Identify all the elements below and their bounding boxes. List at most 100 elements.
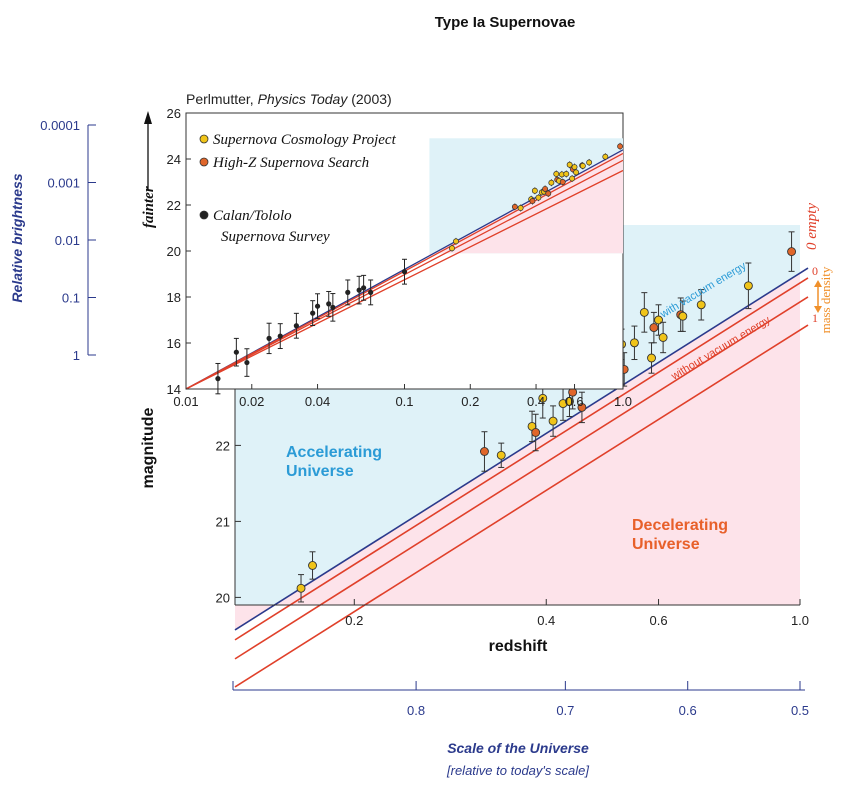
inset-data-point bbox=[531, 187, 538, 194]
inset-calan-point bbox=[361, 285, 367, 291]
inset-y-tick-label: 24 bbox=[167, 152, 181, 167]
inset-data-point bbox=[579, 162, 586, 169]
main-data-point bbox=[480, 447, 489, 456]
model-line-0 bbox=[234, 267, 809, 631]
main-data-point bbox=[565, 396, 574, 406]
inset-x-tick-label: 0.02 bbox=[239, 394, 264, 409]
y-axis-label: magnitude bbox=[140, 407, 157, 488]
inset-data-point bbox=[449, 245, 455, 252]
inset-y-tick-label: 26 bbox=[167, 106, 181, 121]
inset-data-point bbox=[559, 179, 566, 185]
brightness-axis: 0.0001 0.001 0.01 0.1 1 bbox=[40, 118, 96, 363]
main-y-tick-label: 21 bbox=[216, 514, 230, 529]
main-data-point bbox=[548, 416, 558, 426]
inset-data-point bbox=[573, 169, 580, 176]
brightness-tick-label: 0.001 bbox=[47, 176, 80, 191]
inset-data-point bbox=[563, 170, 570, 177]
inset-calan-point bbox=[345, 289, 351, 295]
inset-data-point bbox=[511, 203, 518, 210]
inset-data-point bbox=[548, 179, 555, 186]
inset-calan-point bbox=[368, 289, 374, 295]
legend-marker-calan bbox=[199, 210, 209, 220]
inset-data-point bbox=[571, 164, 578, 170]
inset-y-label: fainter bbox=[141, 186, 157, 228]
inset-x-tick-label: 0.6 bbox=[565, 394, 583, 409]
inset-data-point bbox=[553, 170, 560, 177]
legend-label-highz: High-Z Supernova Search bbox=[212, 155, 369, 171]
inset-title-author: Perlmutter, bbox=[186, 91, 258, 107]
inset-y-tick-label: 14 bbox=[167, 382, 181, 397]
inset-x-tick-label: 0.4 bbox=[527, 394, 545, 409]
inset-data-point bbox=[517, 205, 524, 211]
scale-axis-label: Scale of the Universe bbox=[447, 740, 589, 756]
inset-calan-point bbox=[266, 335, 272, 341]
main-data-point bbox=[629, 338, 639, 348]
inset-calan-point bbox=[293, 323, 299, 329]
scale-tick-label: 0.6 bbox=[679, 703, 697, 718]
density-bottom-label: 1 bbox=[812, 311, 818, 325]
brightness-axis-label: Relative brightness bbox=[9, 173, 25, 302]
density-top-label: 0 bbox=[812, 264, 818, 278]
empty-label: 0 empty bbox=[804, 203, 820, 250]
inset-calan-point bbox=[233, 349, 239, 355]
inset-data-point bbox=[535, 194, 542, 201]
inset-calan-point bbox=[310, 310, 316, 316]
inset-x-tick-label: 0.2 bbox=[461, 394, 479, 409]
model-line-1 bbox=[234, 277, 809, 641]
brightness-tick-label: 1 bbox=[73, 348, 80, 363]
main-y-tick-label: 20 bbox=[216, 590, 230, 605]
inset-y-tick-label: 18 bbox=[167, 290, 181, 305]
main-data-point bbox=[787, 247, 797, 257]
main-data-point bbox=[743, 281, 753, 291]
scale-tick-label: 0.5 bbox=[791, 703, 809, 718]
inset-y-tick-label: 16 bbox=[167, 336, 181, 351]
main-x-tick-label: 0.2 bbox=[345, 613, 363, 628]
legend-label-scp: Supernova Cosmology Project bbox=[213, 132, 397, 148]
main-x-tick-label: 1.0 bbox=[791, 613, 809, 628]
x-axis-label: redshift bbox=[489, 638, 548, 655]
inset-calan-point bbox=[314, 303, 321, 309]
inset-x-tick-label: 0.1 bbox=[395, 394, 413, 409]
inset-calan-point bbox=[244, 359, 250, 366]
inset-title: Perlmutter, Physics Today (2003) bbox=[186, 91, 392, 107]
brightness-tick-label: 0.1 bbox=[62, 291, 80, 306]
inset-calan-point bbox=[277, 333, 283, 339]
inset-plot: 0.01 0.02 0.04 0.1 0.2 0.4 0.6 1.0 14 16 18 20 22 24 2… bbox=[141, 91, 632, 409]
main-y-tick-label: 22 bbox=[216, 438, 230, 453]
inset-title-year: (2003) bbox=[347, 91, 391, 107]
chart-title: Type Ia Supernovae bbox=[435, 14, 576, 31]
legend-label-calan: Calan/Tololo bbox=[213, 208, 292, 224]
main-data-point bbox=[678, 311, 688, 321]
inset-data-point bbox=[529, 198, 536, 205]
legend-marker-scp bbox=[199, 134, 209, 144]
scale-axis-sublabel: [relative to today's scale] bbox=[446, 763, 589, 778]
legend-marker-highz bbox=[199, 157, 209, 167]
inset-data-point bbox=[569, 175, 576, 182]
inset-data-point bbox=[545, 190, 552, 197]
inset-calan-point bbox=[215, 376, 221, 382]
inset-y-tick-label: 20 bbox=[167, 244, 181, 259]
inset-y-tick-label: 22 bbox=[167, 198, 181, 213]
inset-data-point bbox=[566, 161, 573, 168]
mass-density-label: mass density bbox=[818, 266, 833, 333]
main-data-point bbox=[658, 333, 668, 342]
model-line-3 bbox=[234, 324, 809, 688]
accelerating-label-2: Universe bbox=[286, 463, 354, 480]
inset-calan-point bbox=[326, 301, 332, 307]
inset-data-point bbox=[453, 238, 459, 245]
model-line-2 bbox=[234, 296, 809, 660]
inset-calan-point bbox=[401, 269, 408, 275]
inset-data-point bbox=[602, 153, 609, 160]
main-data-point bbox=[696, 300, 706, 310]
scale-tick-label: 0.8 bbox=[407, 703, 425, 718]
inset-calan-point bbox=[356, 287, 362, 293]
main-data-point bbox=[649, 323, 659, 333]
main-data-point bbox=[308, 561, 317, 570]
scale-tick-label: 0.7 bbox=[556, 703, 574, 718]
legend-label-calan-2: Supernova Survey bbox=[221, 229, 330, 245]
scale-axis: 0.8 0.7 0.6 0.5 bbox=[232, 681, 809, 718]
accelerating-label-1: Accelerating bbox=[286, 444, 382, 461]
brightness-tick-label: 0.01 bbox=[55, 233, 80, 248]
main-data-point bbox=[538, 393, 548, 403]
decelerating-label-1: Decelerating bbox=[632, 517, 728, 534]
